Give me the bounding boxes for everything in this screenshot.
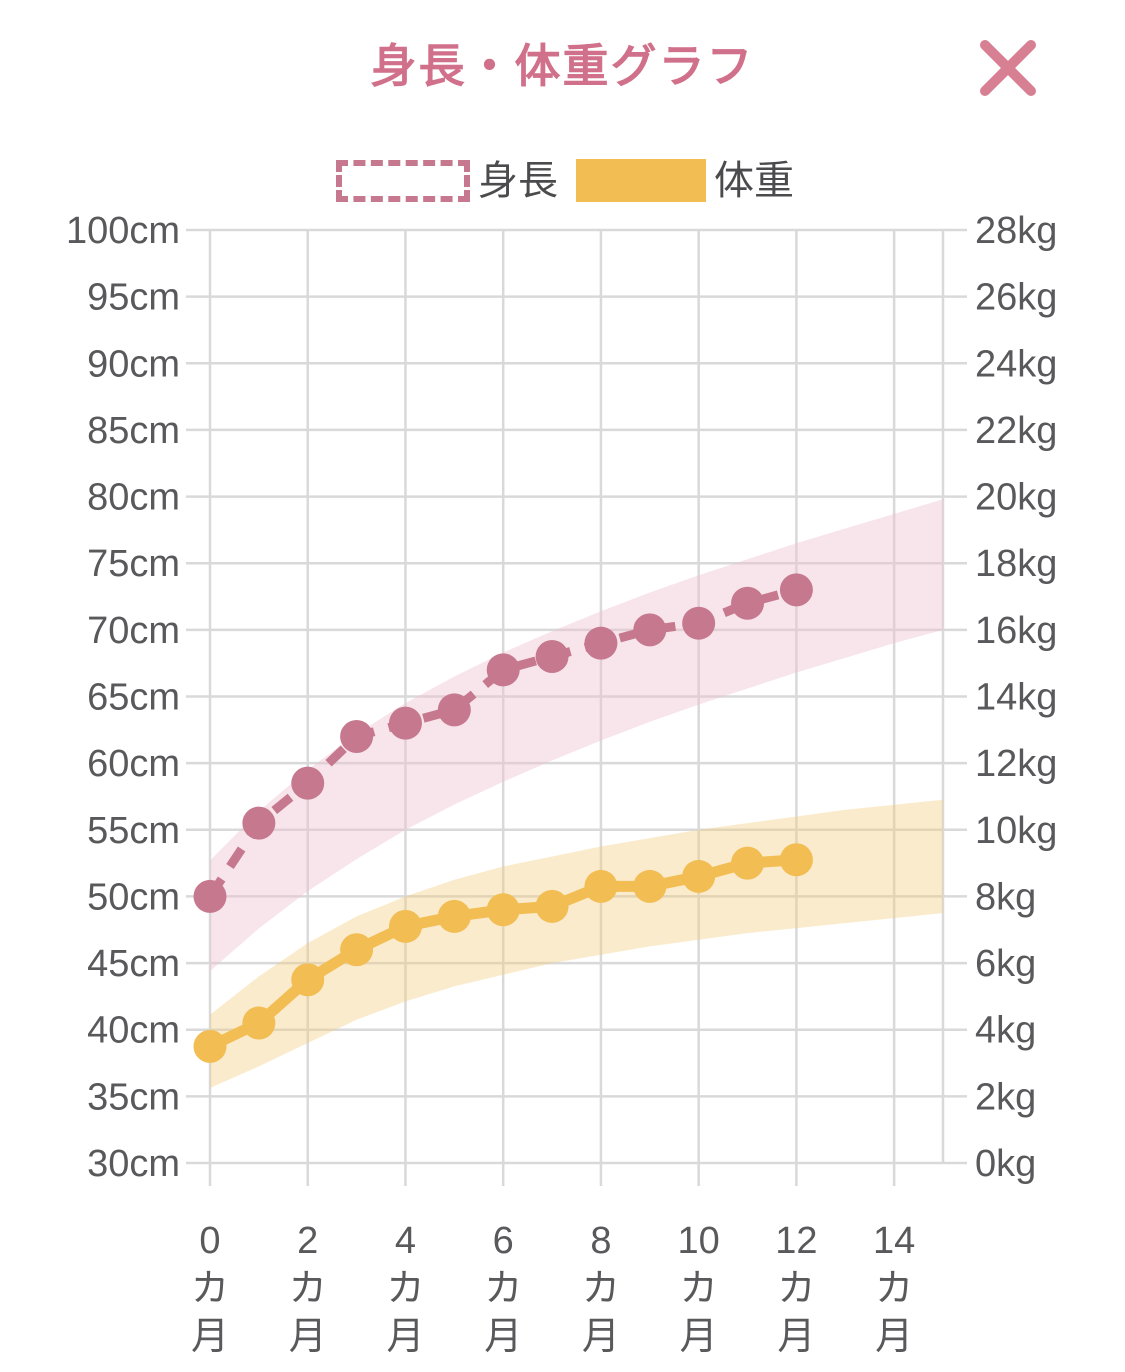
height-point (437, 693, 471, 727)
x-tick-label: 12 カ月 (775, 1220, 817, 1358)
y-right-tick-label: 14kg (975, 677, 1057, 719)
weight-point (388, 909, 422, 943)
close-button[interactable] (966, 26, 1050, 110)
weight-point (340, 933, 374, 967)
weight-point (193, 1029, 227, 1063)
x-tick-label: 6 カ月 (484, 1220, 522, 1358)
weight-legend-label: 体重 (714, 159, 794, 203)
y-right-tick-label: 18kg (975, 543, 1057, 585)
height-point (633, 613, 667, 647)
x-tick-label: 8 カ月 (582, 1220, 620, 1358)
close-icon (980, 40, 1036, 96)
height-point (388, 706, 422, 740)
height-point (731, 586, 765, 620)
y-left-tick-label: 45cm (87, 943, 180, 985)
y-left-tick-label: 85cm (87, 410, 180, 452)
y-right-tick-label: 20kg (975, 477, 1057, 519)
y-left-tick-label: 35cm (87, 1076, 180, 1118)
y-left-tick-label: 30cm (87, 1143, 180, 1185)
weight-point (242, 1006, 276, 1040)
weight-legend-swatch (576, 159, 706, 202)
y-left-tick-label: 50cm (87, 876, 180, 918)
y-left-tick-label: 75cm (87, 543, 180, 585)
height-point (291, 766, 325, 800)
height-point (584, 626, 618, 660)
height-point (486, 653, 520, 687)
y-right-tick-label: 4kg (975, 1010, 1036, 1052)
y-left-tick-label: 70cm (87, 610, 180, 652)
page-title: 身長・体重グラフ (370, 40, 755, 92)
height-point (779, 573, 813, 607)
x-tick-label: 10 カ月 (678, 1220, 720, 1358)
y-left-tick-label: 95cm (87, 277, 180, 319)
y-right-tick-label: 26kg (975, 277, 1057, 319)
x-tick-label: 0 カ月 (191, 1220, 229, 1358)
y-right-tick-label: 6kg (975, 943, 1036, 985)
height-legend-label: 身長 (478, 159, 558, 203)
y-right-tick-label: 16kg (975, 610, 1057, 652)
y-left-tick-label: 90cm (87, 343, 180, 385)
weight-point (584, 869, 618, 903)
x-tick-label: 14 カ月 (873, 1220, 915, 1358)
weight-point (291, 963, 325, 997)
y-left-tick-label: 55cm (87, 810, 180, 852)
weight-point (731, 846, 765, 880)
y-right-tick-label: 0kg (975, 1143, 1036, 1185)
height-legend-swatch (336, 160, 470, 202)
height-point (242, 806, 276, 840)
height-point (682, 606, 716, 640)
height-point (193, 879, 227, 913)
y-right-tick-label: 8kg (975, 876, 1036, 918)
y-right-tick-label: 28kg (975, 210, 1057, 252)
y-left-tick-label: 100cm (66, 210, 180, 252)
y-left-tick-label: 80cm (87, 477, 180, 519)
height-point (535, 640, 569, 674)
weight-point (535, 889, 569, 923)
weight-point (486, 893, 520, 927)
y-right-tick-label: 22kg (975, 410, 1057, 452)
y-right-tick-label: 2kg (975, 1076, 1036, 1118)
x-tick-label: 4 カ月 (386, 1220, 424, 1358)
weight-point (437, 899, 471, 933)
y-left-tick-label: 40cm (87, 1010, 180, 1052)
weight-point (779, 843, 813, 877)
x-tick-label: 2 カ月 (289, 1220, 327, 1358)
y-left-tick-label: 60cm (87, 743, 180, 785)
y-right-tick-label: 10kg (975, 810, 1057, 852)
height-reference-band (210, 499, 943, 972)
y-left-tick-label: 65cm (87, 677, 180, 719)
height-point (340, 719, 374, 753)
y-right-tick-label: 24kg (975, 343, 1057, 385)
weight-point (682, 859, 716, 893)
weight-point (633, 869, 667, 903)
y-right-tick-label: 12kg (975, 743, 1057, 785)
